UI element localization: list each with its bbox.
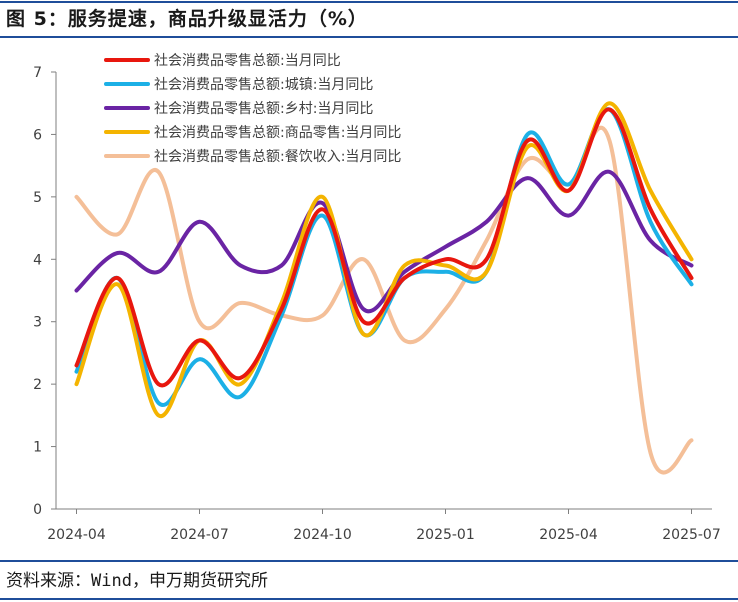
title-rule: [0, 36, 738, 38]
source-note: 资料来源：Wind，申万期货研究所: [6, 571, 268, 591]
chart-lines: [74, 101, 694, 475]
bottom-rule: [0, 560, 738, 562]
y-tick-label: 2: [33, 377, 42, 393]
x-tick-label: 2024-10: [293, 527, 352, 543]
y-tick-label: 0: [33, 502, 42, 518]
legend-label-4: 社会消费品零售总额:商品零售:当月同比: [154, 125, 401, 141]
legend-label-2: 社会消费品零售总额:城镇:当月同比: [154, 77, 373, 93]
line-chart: 0 1 2 3 4 5 6 7 2024-04 2024-07 2024-10 2025-01 2025…: [33, 53, 721, 543]
x-tick-label: 2025-01: [416, 527, 475, 543]
y-tick-label: 6: [33, 127, 42, 143]
y-tick-label: 5: [33, 190, 42, 206]
y-tick-label: 4: [33, 252, 42, 268]
figure-title: 图 5：服务提速，商品升级显活力（%）: [6, 8, 368, 30]
chart-axes: 0 1 2 3 4 5 6 7 2024-04 2024-07 2024-10 2025-01 2025…: [33, 65, 721, 543]
legend-label-1: 社会消费品零售总额:当月同比: [154, 53, 341, 69]
y-tick-label: 1: [33, 440, 42, 456]
y-tick-label: 3: [33, 315, 42, 331]
top-rule: [0, 1, 738, 3]
x-tick-label: 2025-04: [539, 527, 598, 543]
legend-label-3: 社会消费品零售总额:乡村:当月同比: [154, 101, 373, 117]
x-tick-label: 2025-07: [662, 527, 721, 543]
series-line-1: [74, 107, 694, 388]
x-tick-label: 2024-04: [47, 527, 106, 543]
series-line-3: [74, 169, 694, 314]
y-tick-label: 7: [33, 65, 42, 81]
x-tick-label: 2024-07: [170, 527, 229, 543]
legend-label-5: 社会消费品零售总额:餐饮收入:当月同比: [154, 149, 401, 165]
chart-legend: 社会消费品零售总额:当月同比社会消费品零售总额:城镇:当月同比社会消费品零售总额…: [104, 53, 401, 165]
end-rule: [0, 598, 738, 600]
